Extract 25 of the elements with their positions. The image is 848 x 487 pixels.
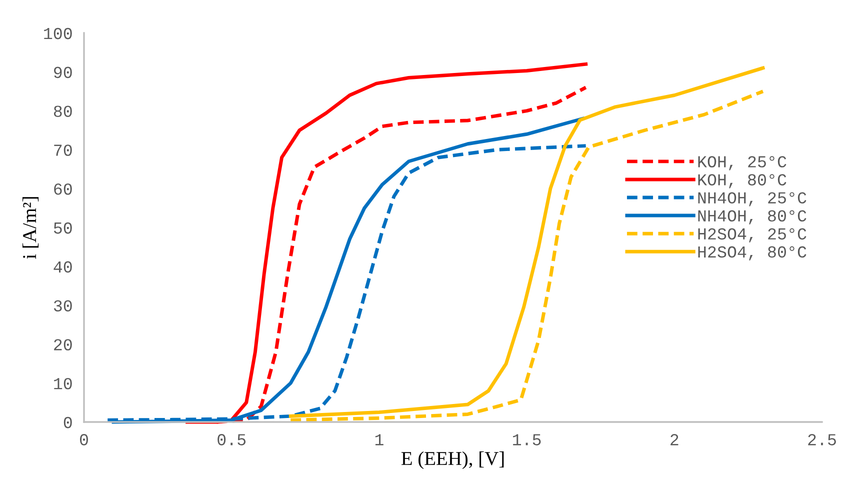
x-axis-title: E (EEH), [V]	[401, 451, 504, 470]
legend-label: NH4OH, 80°C	[698, 210, 806, 224]
y-tick-label: 60	[54, 183, 72, 195]
y-tick-label: 100	[44, 28, 72, 40]
y-tick-label: 80	[54, 106, 72, 118]
y-tick-label: 90	[54, 66, 72, 78]
x-tick-label: 0	[80, 434, 88, 446]
x-tick-label: 1.5	[513, 434, 541, 446]
x-tick-label: 1	[375, 434, 384, 446]
legend-label: KOH, 25°C	[698, 156, 786, 170]
y-tick-label: 20	[54, 339, 72, 350]
y-axis-title: i [A/m²]	[22, 197, 39, 259]
y-tick-label: 50	[54, 222, 72, 234]
y-tick-label: 30	[54, 300, 72, 312]
y-tick-label: 40	[54, 261, 72, 273]
y-tick-label: 70	[54, 144, 72, 156]
x-tick-label: 0.5	[218, 434, 246, 446]
y-tick-label: 10	[54, 378, 72, 390]
legend-label: H2SO4, 25°C	[698, 228, 806, 242]
legend-label: NH4OH, 25°C	[698, 192, 806, 206]
y-tick-label: 0	[64, 416, 72, 428]
x-tick-label: 2	[670, 434, 678, 446]
legend-label: KOH, 80°C	[698, 174, 786, 188]
x-tick-label: 2.5	[808, 434, 836, 446]
legend-label: H2SO4, 80°C	[698, 246, 806, 260]
